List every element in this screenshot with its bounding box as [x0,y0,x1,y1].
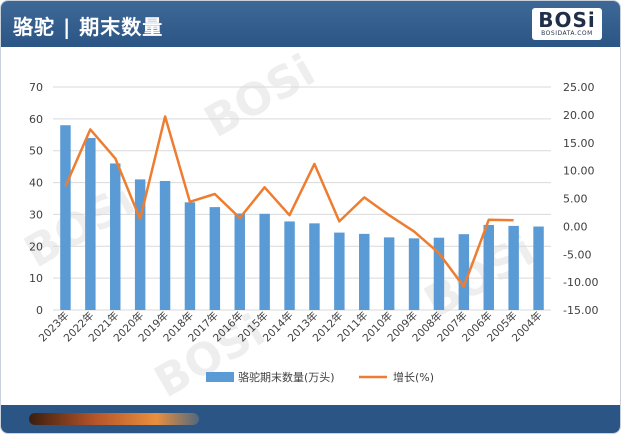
page-title: 骆驼 | 期末数量 [13,15,164,39]
left-tick-label: 70 [29,81,43,94]
right-tick-label: -5.00 [563,248,591,261]
logo-subtext: BOSIDATA.COM [541,30,593,37]
bar [234,213,245,310]
left-tick-label: 60 [29,113,43,126]
bar [359,233,370,310]
brand-logo: BOSi BOSIDATA.COM [532,8,602,40]
left-tick-label: 40 [29,177,43,190]
combo-chart: 0 10 20 30 40 50 60 70 -15.00 -10.00 -5.00 0.00 5.00… [29,81,598,384]
bar [508,225,519,310]
right-tick-label: 10.00 [563,165,595,178]
bar [134,179,146,310]
bar [159,180,171,310]
left-tick-label: 10 [29,272,43,285]
right-tick-label: 5.00 [563,193,588,206]
bar [309,223,320,310]
right-tick-label: 25.00 [563,81,595,94]
footer-bar [1,405,620,433]
legend-label-bar: 骆驼期末数量(万头) [238,370,335,384]
bar [433,237,445,310]
left-tick-label: 30 [29,208,43,221]
left-tick-label: 20 [29,240,43,253]
left-tick-label: 50 [29,145,43,158]
bar [85,137,96,310]
bar [383,237,395,310]
bar [533,226,544,310]
right-tick-label: 0.00 [563,220,588,233]
bar [259,213,270,310]
footer-decoration [29,413,199,425]
bar [209,207,221,310]
bar [408,238,420,310]
right-tick-label: 15.00 [563,137,595,150]
bar [284,221,295,310]
bar [483,224,494,310]
legend-swatch-bar [206,372,234,382]
bar [458,234,470,310]
bar [60,125,71,310]
right-tick-label: -10.00 [563,276,598,289]
header-bar: 骆驼 | 期末数量 BOSi BOSIDATA.COM [1,1,620,47]
bar [110,163,121,310]
right-tick-label: -15.00 [563,304,598,317]
bar [184,202,196,310]
logo-text: BOSi [538,8,596,32]
legend-label-line: 增长(%) [393,370,434,384]
bar [334,232,345,310]
growth-line [64,115,514,288]
left-tick-label: 0 [36,304,43,317]
right-tick-label: 20.00 [563,109,595,122]
